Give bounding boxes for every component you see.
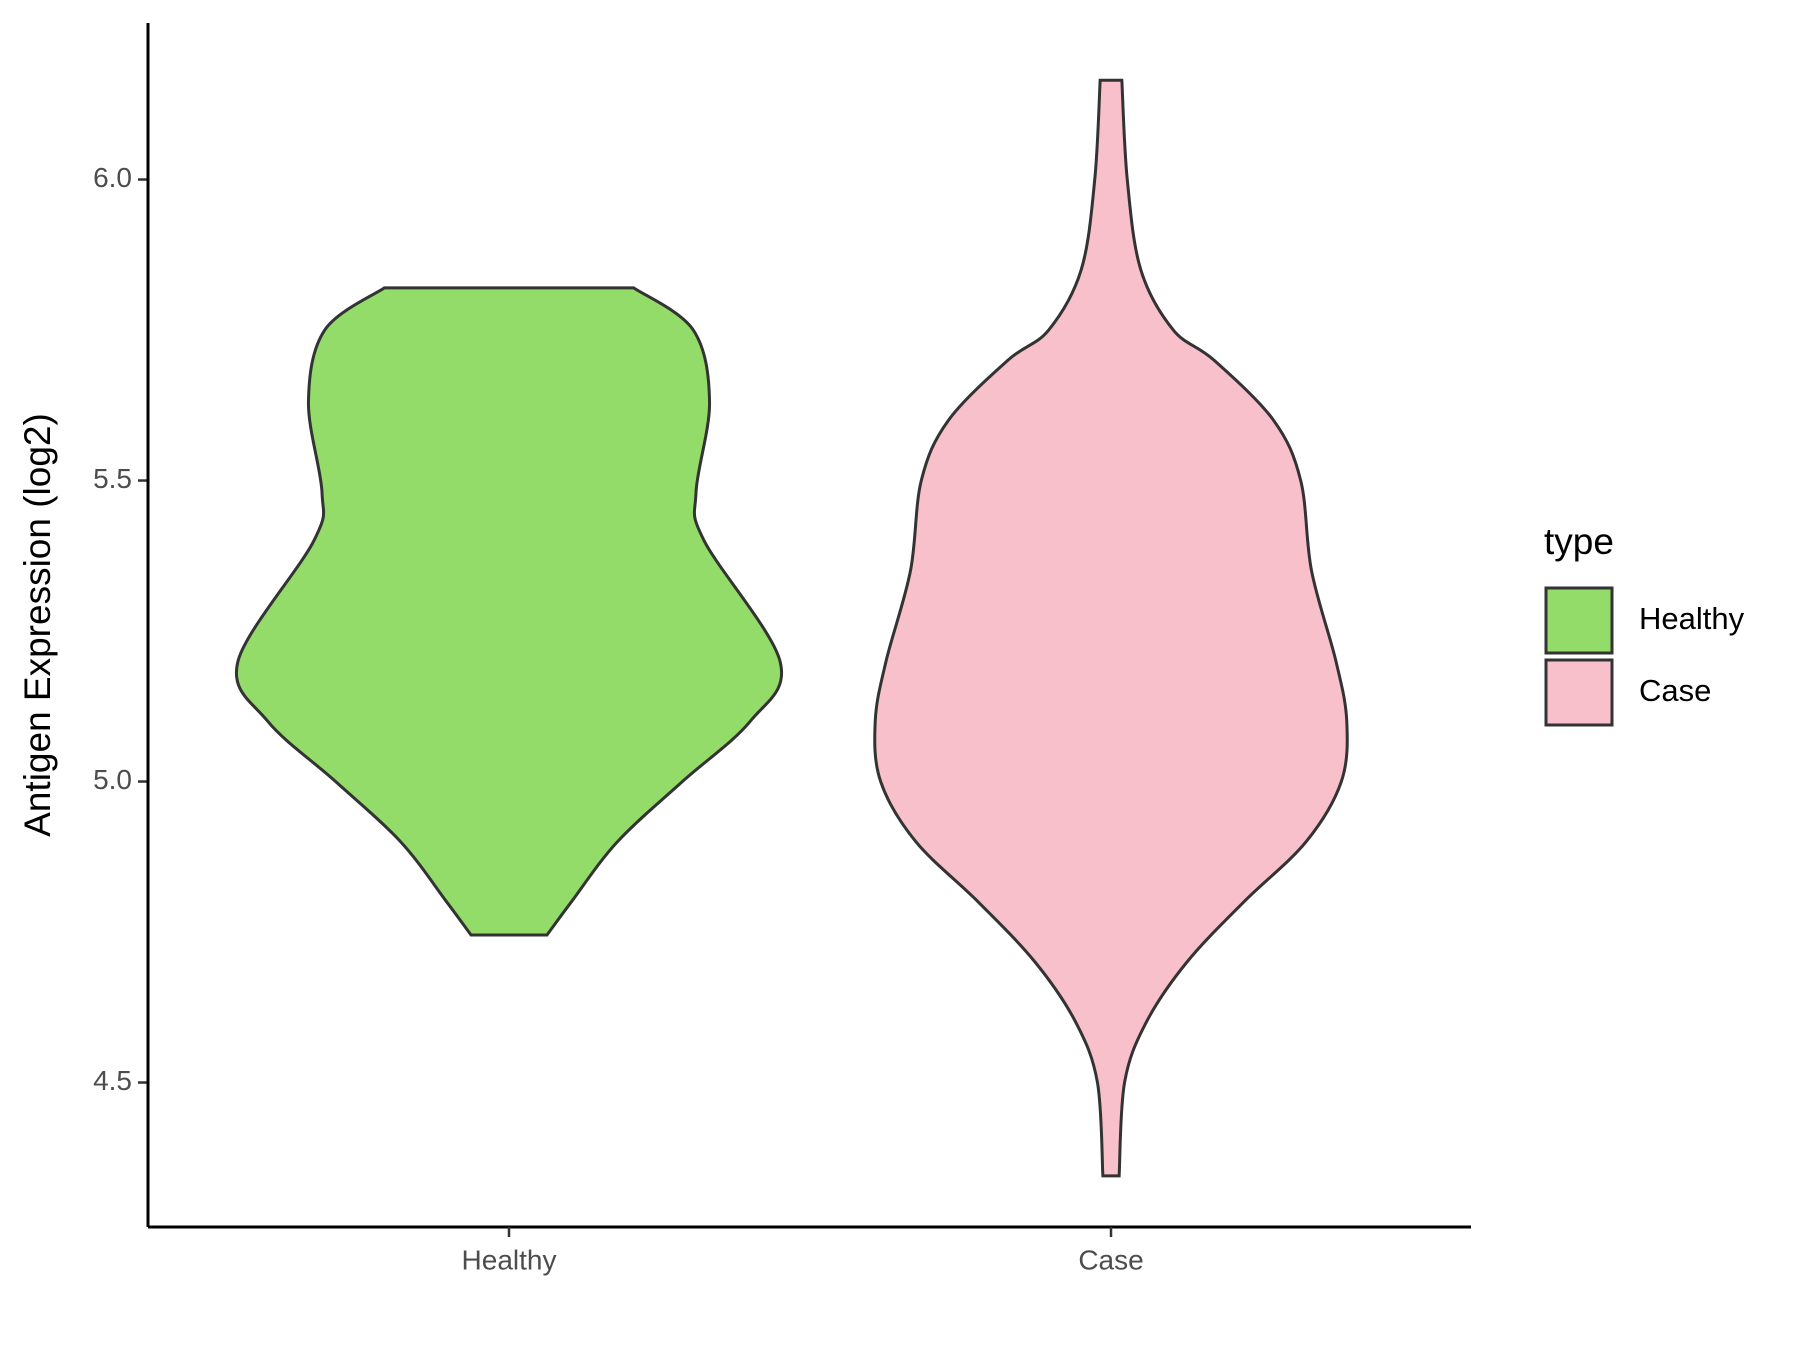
legend-label: Case — [1639, 673, 1711, 708]
y-tick-label: 4.5 — [93, 1065, 132, 1096]
y-tick-label: 5.0 — [93, 764, 132, 795]
legend-key — [1544, 658, 1614, 727]
y-tick-label: 6.0 — [93, 162, 132, 193]
legend-key — [1544, 586, 1614, 655]
legend-title: type — [1544, 521, 1614, 562]
violin — [873, 78, 1349, 1178]
violin — [234, 286, 784, 937]
x-tick-label: Case — [1078, 1244, 1143, 1275]
y-tick-label: 5.5 — [93, 463, 132, 494]
legend-label: Healthy — [1639, 601, 1745, 636]
y-axis-title: Antigen Expression (log2) — [17, 413, 58, 837]
x-tick-label: Healthy — [462, 1244, 557, 1275]
